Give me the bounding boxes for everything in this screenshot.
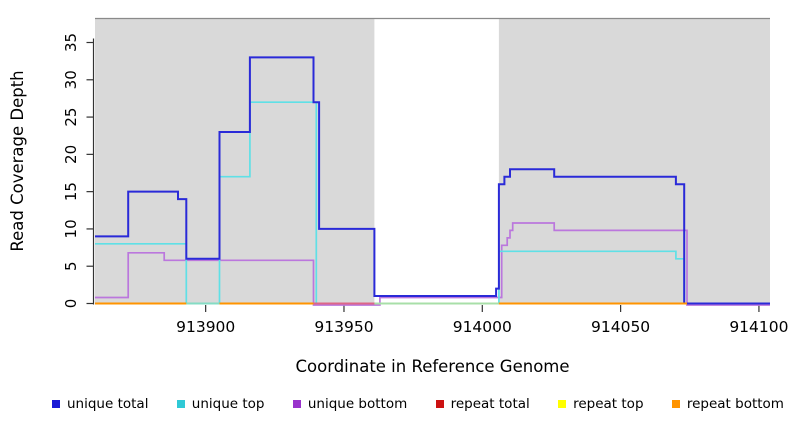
x-tick-label: 913900 (176, 318, 235, 336)
legend-item-repeat-top: repeat top (558, 396, 644, 412)
y-tick-label: 15 (62, 182, 80, 201)
y-tick-label: 25 (62, 108, 80, 127)
x-tick-label: 913950 (314, 318, 373, 336)
legend: unique total unique top unique bottom re… (52, 396, 784, 412)
x-tick-label: 914050 (591, 318, 650, 336)
y-tick-label: 30 (62, 70, 80, 89)
x-axis-title: Coordinate in Reference Genome (295, 357, 569, 376)
legend-item-repeat-total: repeat total (435, 396, 530, 412)
y-tick-label: 10 (62, 219, 80, 238)
x-tick-label: 914100 (729, 318, 788, 336)
legend-item-unique-top: unique top (176, 396, 265, 412)
legend-label-repeat-total: repeat total (450, 396, 530, 412)
legend-label-repeat-top: repeat top (573, 396, 644, 412)
series-path-unique-bottom (95, 222, 770, 306)
x-tick-label: 914000 (453, 318, 512, 336)
legend-swatch-unique-total (52, 400, 60, 408)
chart-canvas: 0 5 10 15 20 25 30 35 913900 913950 914000 914050 91… (8, 17, 788, 376)
legend-label-unique-bottom: unique bottom (307, 396, 408, 412)
legend-item-unique-total: unique total (52, 396, 148, 412)
plot-bg-left (95, 18, 375, 305)
legend-label-repeat-bottom: repeat bottom (686, 396, 784, 412)
legend-swatch-unique-top (176, 400, 185, 408)
series-path-unique-total (95, 56, 770, 305)
legend-swatch-repeat-bottom (671, 400, 680, 408)
plot-bg-right (498, 18, 770, 305)
legend-swatch-repeat-total (435, 400, 444, 408)
y-tick-label: 20 (62, 145, 80, 164)
legend-label-unique-top: unique top (191, 396, 265, 412)
legend-swatch-repeat-top (558, 400, 567, 408)
y-axis-title: Read Coverage Depth (8, 70, 27, 251)
y-tick-label: 0 (62, 299, 80, 309)
legend-swatch-unique-bottom (292, 400, 301, 408)
legend-label-unique-total: unique total (67, 396, 149, 412)
legend-item-repeat-bottom: repeat bottom (671, 396, 784, 412)
y-tick-label: 35 (62, 33, 80, 52)
y-tick-label: 5 (62, 261, 80, 271)
legend-item-unique-bottom: unique bottom (292, 396, 408, 412)
